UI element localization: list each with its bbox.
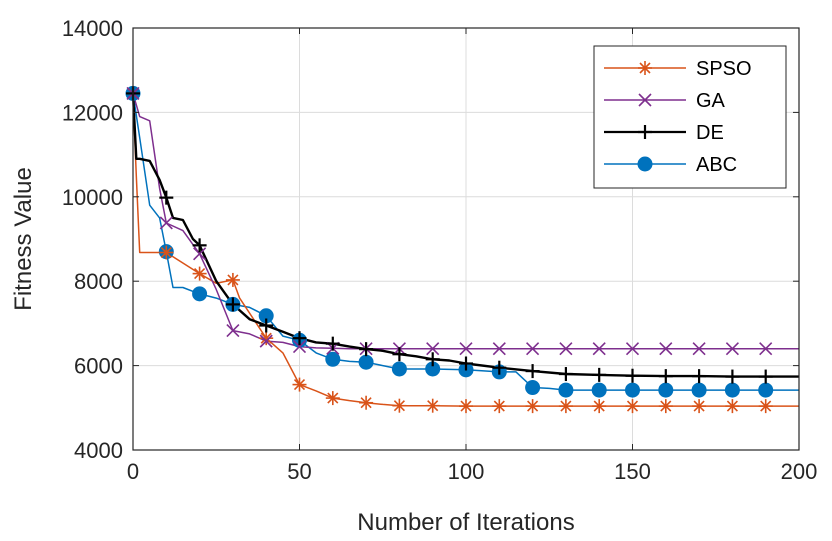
- series-marker-spso: [625, 399, 640, 414]
- legend-marker-spso: [638, 61, 652, 75]
- series-marker-de: [159, 190, 174, 205]
- series-marker-de: [625, 368, 640, 383]
- legend-label-ga: GA: [696, 90, 726, 112]
- x-tick-label: 100: [448, 459, 485, 484]
- series-marker-ga: [292, 340, 307, 354]
- y-tick-label: 8000: [74, 269, 123, 294]
- y-tick-label: 14000: [62, 16, 123, 41]
- series-marker-de: [292, 331, 307, 346]
- legend-label-spso: SPSO: [696, 58, 752, 80]
- series-marker-ga: [426, 342, 440, 356]
- series-marker-spso: [525, 399, 540, 414]
- series-marker-spso: [725, 399, 740, 414]
- series-marker-ga: [659, 342, 673, 356]
- legend-label-abc: ABC: [696, 154, 737, 176]
- series-marker-de: [192, 238, 207, 253]
- x-tick-label: 150: [614, 459, 651, 484]
- series-marker-ga: [459, 342, 473, 356]
- series-line-abc: [132, 93, 799, 391]
- series-line-ga: [132, 93, 799, 350]
- series-marker-de: [425, 352, 440, 367]
- series-marker-ga: [725, 342, 739, 356]
- series-marker-de: [692, 369, 707, 384]
- series-marker-spso: [758, 399, 773, 414]
- series-marker-ga: [492, 342, 506, 356]
- series-marker-de: [225, 297, 240, 312]
- series-marker-spso: [259, 331, 274, 346]
- series-marker-de: [325, 336, 340, 351]
- series-marker-abc: [658, 382, 674, 398]
- series-marker-spso: [592, 399, 607, 414]
- legend-marker-de: [638, 125, 652, 139]
- x-axis-title: Number of Iterations: [357, 509, 574, 536]
- y-tick-label: 4000: [74, 438, 123, 463]
- series-marker-ga: [193, 247, 207, 261]
- series-marker-de: [359, 342, 374, 357]
- series-marker-abc: [591, 382, 607, 398]
- y-tick-label: 10000: [62, 185, 123, 210]
- series-marker-abc: [691, 382, 707, 398]
- x-tick-label: 200: [781, 459, 818, 484]
- series-marker-de: [758, 369, 773, 384]
- series-marker-abc: [391, 361, 407, 377]
- x-tick-label: 50: [287, 459, 311, 484]
- y-axis-title: Fitness Value: [10, 167, 37, 311]
- y-tick-label: 12000: [62, 100, 123, 125]
- legend-label-de: DE: [696, 122, 724, 144]
- series-marker-spso: [392, 398, 407, 413]
- series-marker-de: [259, 318, 274, 333]
- series-marker-abc: [525, 380, 541, 396]
- series-marker-ga: [692, 342, 706, 356]
- series-marker-de: [592, 367, 607, 382]
- legend-marker-ga: [638, 93, 652, 107]
- axis-ticks: 0 50 100 150 200 4000 6000 8000 10000 12000 14000: [62, 16, 818, 484]
- series-marker-de: [492, 360, 507, 375]
- marker-layer: [125, 85, 774, 414]
- series-marker-de: [459, 356, 473, 371]
- series-marker-ga: [625, 342, 640, 356]
- series-marker-spso: [192, 266, 207, 281]
- series-marker-spso: [292, 377, 307, 392]
- series-marker-spso: [558, 399, 573, 414]
- series-marker-de: [558, 367, 573, 382]
- series-marker-spso: [658, 399, 673, 414]
- series-marker-abc: [325, 351, 341, 367]
- series-marker-abc: [192, 286, 208, 302]
- series-marker-abc: [724, 382, 740, 398]
- series-marker-spso: [459, 399, 473, 414]
- series-marker-ga: [592, 342, 606, 356]
- series-marker-spso: [159, 245, 174, 260]
- series-marker-ga: [559, 342, 573, 356]
- series-marker-spso: [492, 399, 507, 414]
- x-tick-label: 0: [127, 459, 139, 484]
- series-marker-ga: [526, 342, 540, 356]
- series-marker-abc: [558, 382, 574, 398]
- series-marker-spso: [225, 272, 240, 287]
- series-marker-abc: [758, 382, 774, 398]
- series-marker-de: [525, 364, 540, 379]
- series-marker-ga: [226, 324, 240, 338]
- series-marker-spso: [425, 398, 440, 413]
- series-marker-ga: [159, 216, 173, 230]
- series-marker-de: [392, 347, 407, 362]
- series-marker-de: [725, 369, 740, 384]
- series-marker-abc: [358, 354, 374, 370]
- series-marker-spso: [359, 395, 374, 410]
- series-marker-spso: [692, 399, 707, 414]
- y-tick-label: 6000: [74, 354, 123, 379]
- legend-marker-abc: [637, 156, 653, 172]
- series-marker-abc: [625, 382, 640, 398]
- series-marker-de: [658, 369, 673, 384]
- series-marker-ga: [759, 342, 773, 356]
- series-marker-spso: [325, 391, 340, 406]
- series-marker-ga: [259, 334, 273, 348]
- legend: SPSO GA DE ABC: [593, 45, 787, 189]
